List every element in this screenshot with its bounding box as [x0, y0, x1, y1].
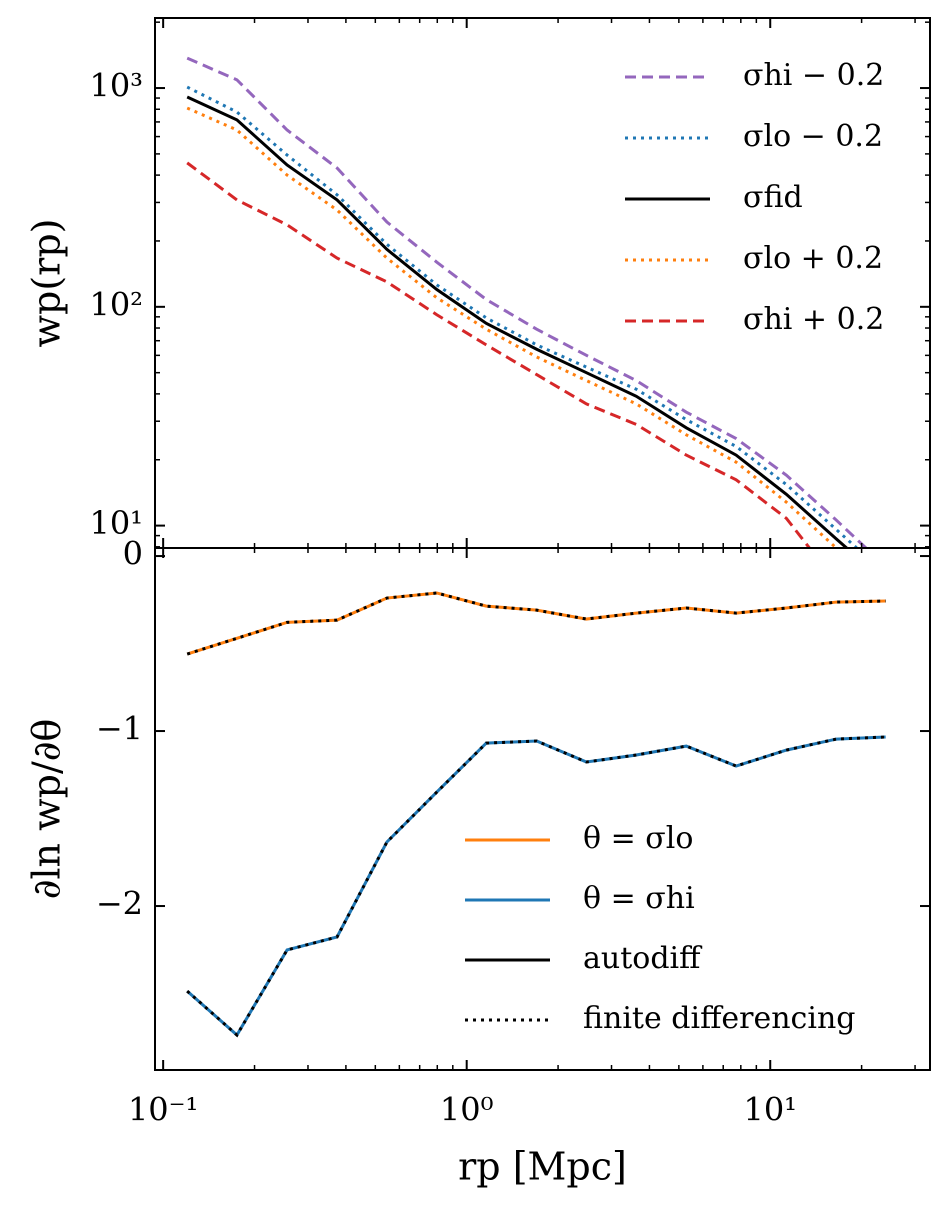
- legend-label: σfid: [743, 180, 803, 215]
- data-line: [186, 735, 886, 1038]
- legend-label: θ = σhi: [583, 881, 695, 916]
- plot-frame: [154, 547, 931, 1071]
- y-axis-label: wp(rp): [25, 219, 69, 348]
- legend-label: σlo − 0.2: [743, 119, 883, 154]
- y-tick-label: 0: [123, 535, 143, 573]
- series: [186, 591, 886, 656]
- x-tick-label: 10⁻¹: [128, 1091, 198, 1129]
- series: [186, 56, 869, 548]
- overlay-line: [186, 735, 886, 1038]
- legend-label: autodiff: [583, 941, 703, 976]
- x-axis-label: rp [Mpc]: [458, 1145, 627, 1189]
- legend-label: σhi − 0.2: [743, 58, 884, 93]
- y-tick-label: 10³: [89, 67, 143, 105]
- data-line: [186, 95, 849, 548]
- series: [186, 161, 812, 548]
- series: [186, 735, 886, 1038]
- data-line: [186, 56, 869, 548]
- y-tick-label: −2: [96, 885, 143, 923]
- x-tick-label: 10¹: [743, 1091, 797, 1129]
- legend-label: θ = σlo: [583, 821, 693, 856]
- legend-label: σhi + 0.2: [743, 302, 884, 337]
- legend-label: finite differencing: [583, 1001, 855, 1036]
- y-tick-label: 10²: [89, 285, 143, 323]
- y-tick-label: −1: [96, 710, 143, 748]
- y-tick-label: 10¹: [89, 504, 143, 542]
- data-line: [186, 591, 886, 656]
- series: [186, 95, 849, 548]
- legend-label: σlo + 0.2: [743, 241, 883, 276]
- overlay-line: [186, 591, 886, 656]
- y-axis-label: ∂ln wp/∂θ: [25, 719, 69, 900]
- data-line: [186, 161, 812, 548]
- plot-frame: [154, 17, 931, 549]
- x-tick-label: 10⁰: [440, 1091, 494, 1129]
